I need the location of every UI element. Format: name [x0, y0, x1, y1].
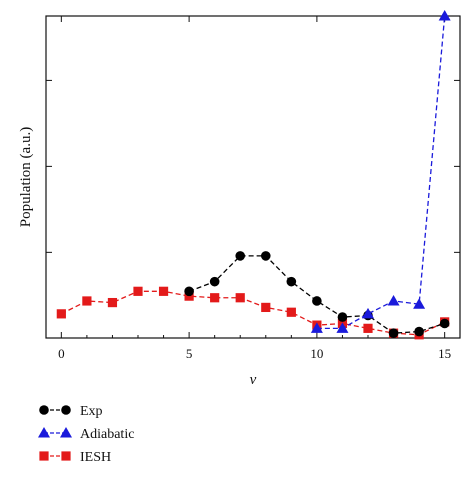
- data-point-adiabatic: [438, 10, 451, 21]
- axes: 0 5 10 15: [45, 15, 461, 361]
- data-point-iesh: [235, 293, 245, 303]
- data-point-exp: [337, 312, 348, 322]
- data-point-iesh: [210, 293, 220, 303]
- legend-marker-exp: [61, 405, 71, 415]
- data-point-iesh: [56, 309, 66, 319]
- legend-item-adiabatic: Adiabatic: [38, 427, 134, 442]
- data-point-iesh: [133, 286, 143, 296]
- data-point-adiabatic: [362, 307, 374, 319]
- data-point-adiabatic: [336, 322, 349, 333]
- data-point-exp: [286, 276, 297, 287]
- legend-marker-iesh: [61, 451, 71, 461]
- data-point-iesh: [286, 307, 296, 317]
- series-adiabatic: [310, 10, 451, 333]
- series-line-adiabatic: [316, 15, 446, 329]
- data-point-iesh: [184, 291, 194, 301]
- data-point-exp: [439, 318, 450, 329]
- x-tick-label: 10: [310, 346, 323, 361]
- legend-marker-exp: [39, 405, 49, 415]
- data-point-adiabatic: [387, 294, 400, 306]
- x-tick-label: 0: [58, 346, 65, 361]
- data-point-exp: [184, 286, 194, 297]
- series-layer: [56, 10, 451, 340]
- data-point-exp: [388, 328, 399, 338]
- legend-marker-adiabatic: [38, 427, 50, 438]
- legend-item-exp: Exp: [39, 404, 103, 419]
- data-point-exp: [209, 276, 220, 287]
- plot-frame: [45, 15, 461, 339]
- data-point-adiabatic: [413, 298, 426, 309]
- legend: Exp Adiabatic IESH: [38, 404, 134, 465]
- x-tick-label: 5: [186, 346, 193, 361]
- legend-marker-iesh: [39, 451, 49, 461]
- data-point-iesh: [363, 323, 373, 333]
- data-point-exp: [260, 251, 271, 261]
- data-point-exp: [414, 326, 424, 337]
- legend-label-exp: Exp: [80, 404, 103, 419]
- legend-marker-adiabatic: [60, 427, 72, 438]
- legend-label-adiabatic: Adiabatic: [80, 427, 134, 442]
- y-axis-label: Population (a.u.): [18, 127, 34, 227]
- data-point-iesh: [107, 297, 118, 308]
- data-point-iesh: [82, 296, 92, 306]
- x-tick-label: 15: [438, 346, 451, 361]
- data-point-iesh: [261, 302, 271, 313]
- x-axis-label: ν: [250, 372, 257, 388]
- data-point-exp: [312, 296, 322, 306]
- data-point-adiabatic: [310, 322, 323, 333]
- legend-item-iesh: IESH: [39, 450, 111, 465]
- series-line-iesh: [61, 290, 445, 336]
- legend-label-iesh: IESH: [80, 450, 111, 465]
- data-point-exp: [235, 251, 246, 261]
- data-point-iesh: [158, 286, 169, 296]
- series-line-exp: [188, 255, 445, 334]
